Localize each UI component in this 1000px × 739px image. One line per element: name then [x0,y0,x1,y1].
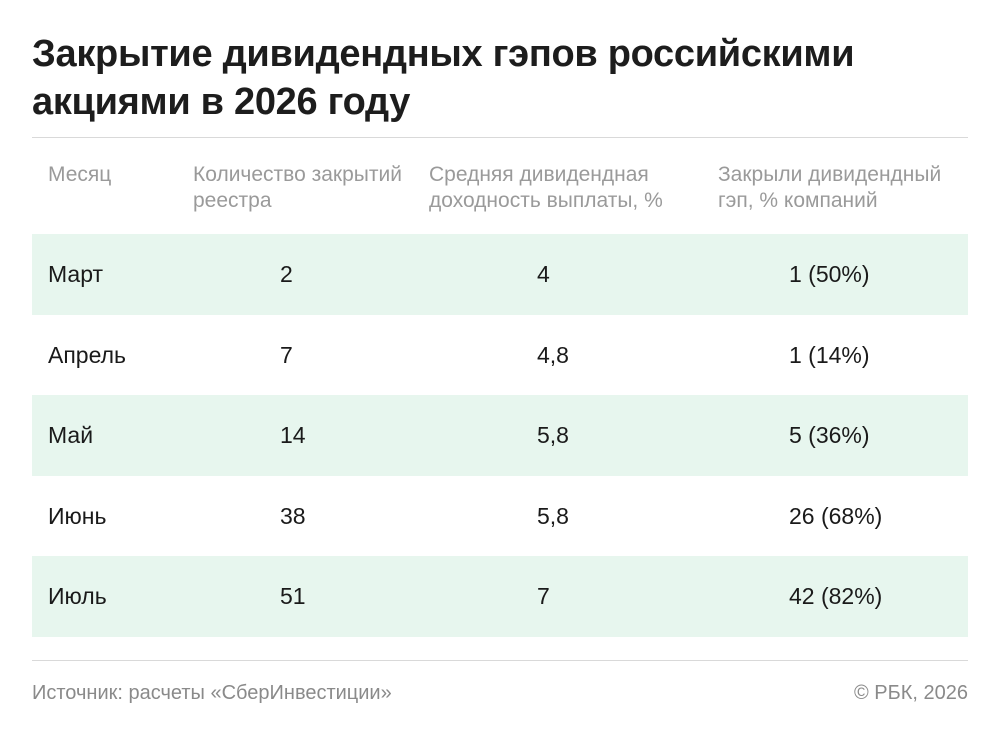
cell-avg-dividend-yield: 5,8 [537,422,569,448]
cell-avg-dividend-yield: 7 [537,583,550,609]
cell-gap-closed: 5 (36%) [789,422,870,448]
cell-month: Июнь [48,502,107,529]
cell-avg-dividend-yield: 4 [537,261,550,287]
header-registry-closures: Количество закрытий реестра [193,163,402,212]
table-row: Май 14 5,8 5 (36%) [32,395,968,476]
table-row: Апрель 7 4,8 1 (14%) [32,315,968,396]
cell-avg-dividend-yield: 4,8 [537,341,569,368]
table-header: Месяц Количество закрытий реестра Средня… [32,138,968,234]
chart-title: Закрытие дивидендных гэпов российскими а… [32,33,855,123]
cell-registry-closures: 38 [280,502,306,529]
source-note: Источник: расчеты «СберИнвестиции» [32,682,392,704]
cell-month: Июль [48,583,107,609]
data-table: Месяц Количество закрытий реестра Средня… [32,138,968,637]
header-month: Месяц [48,163,112,186]
top-divider [32,137,968,138]
cell-month: Апрель [48,341,127,368]
cell-gap-closed: 1 (50%) [789,261,870,287]
cell-gap-closed: 26 (68%) [789,502,883,529]
header-avg-dividend-yield: Средняя дивидендная доходность выплаты, … [429,163,663,212]
cell-gap-closed: 1 (14%) [789,341,870,368]
table-row: Июнь 38 5,8 26 (68%) [32,476,968,557]
cell-registry-closures: 51 [280,583,306,609]
cell-registry-closures: 7 [280,341,293,368]
cell-month: Май [48,422,94,448]
table-row: Июль 51 7 42 (82%) [32,556,968,637]
bottom-divider [32,660,968,661]
copyright-note: © РБК, 2026 [853,682,968,704]
cell-registry-closures: 2 [280,261,293,287]
cell-gap-closed: 42 (82%) [789,583,883,609]
cell-month: Март [48,261,104,287]
table-row: Март 2 4 1 (50%) [32,234,968,315]
header-gap-closed: Закрыли дивидендный гэп, % компаний [718,163,942,212]
cell-registry-closures: 14 [280,422,306,448]
cell-avg-dividend-yield: 5,8 [537,502,569,529]
